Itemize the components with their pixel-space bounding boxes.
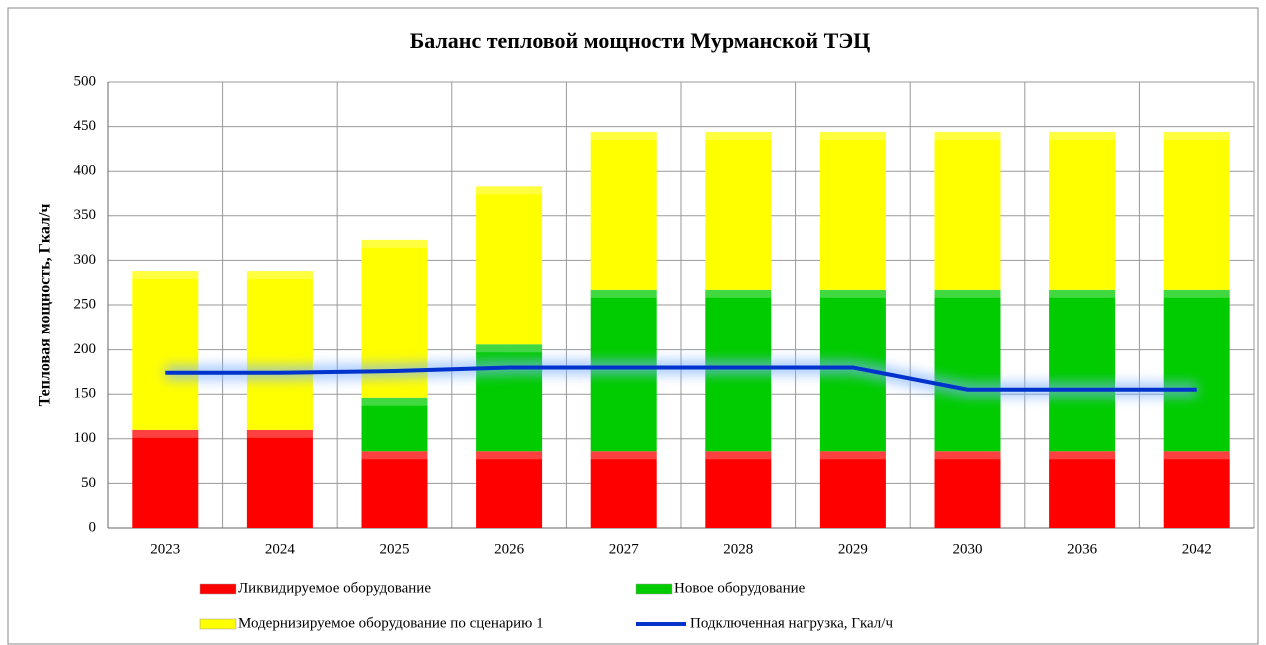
legend-swatch xyxy=(199,618,237,630)
bar-bevel xyxy=(705,451,772,460)
chart-title: Баланс тепловой мощности Мурманской ТЭЦ xyxy=(410,28,871,53)
bar xyxy=(361,451,428,528)
bar xyxy=(1049,451,1116,528)
bar-bevel xyxy=(361,397,428,406)
bar xyxy=(819,451,886,528)
x-tick-label: 2030 xyxy=(953,541,983,557)
y-tick-label: 50 xyxy=(81,475,96,491)
bar-bevel xyxy=(132,429,199,438)
bar-bevel xyxy=(476,451,543,460)
y-tick-label: 100 xyxy=(74,430,97,446)
bar xyxy=(246,271,313,430)
bar xyxy=(361,397,428,452)
bar xyxy=(590,451,657,528)
bar-bevel xyxy=(1163,131,1230,140)
bar xyxy=(934,451,1001,528)
bar-bevel xyxy=(1049,131,1116,140)
bar xyxy=(1163,131,1230,290)
bar-bevel xyxy=(705,289,772,298)
bar-bevel xyxy=(246,271,313,280)
legend-label: Новое оборудование xyxy=(674,580,806,596)
bar xyxy=(934,131,1001,290)
bar xyxy=(1049,289,1116,452)
bar-bevel xyxy=(705,131,772,140)
bar-bevel xyxy=(361,451,428,460)
legend-swatch xyxy=(199,583,237,595)
bar-bevel xyxy=(476,344,543,353)
x-tick-label: 2036 xyxy=(1067,541,1098,557)
y-tick-label: 400 xyxy=(74,163,97,179)
x-tick-label: 2028 xyxy=(723,541,753,557)
bar-bevel xyxy=(1163,289,1230,298)
x-tick-label: 2023 xyxy=(150,541,180,557)
bar-bevel xyxy=(1049,451,1116,460)
bar xyxy=(590,131,657,290)
bar-bevel xyxy=(1049,289,1116,298)
bar xyxy=(705,451,772,528)
bar xyxy=(246,429,313,528)
y-tick-label: 500 xyxy=(74,73,97,89)
bar-bevel xyxy=(819,451,886,460)
legend-swatch xyxy=(635,583,673,595)
bar-bevel xyxy=(590,451,657,460)
bar xyxy=(934,289,1001,452)
bar xyxy=(1163,451,1230,528)
bar xyxy=(476,344,543,452)
bar-bevel xyxy=(361,239,428,248)
bar-bevel xyxy=(1163,451,1230,460)
bar xyxy=(476,186,543,345)
bar-bevel xyxy=(246,429,313,438)
bar xyxy=(132,271,199,430)
legend-label: Подключенная нагрузка, Гкал/ч xyxy=(690,615,893,631)
bar-bevel xyxy=(132,271,199,280)
bar xyxy=(1049,131,1116,290)
y-tick-label: 250 xyxy=(74,296,97,312)
x-tick-label: 2024 xyxy=(265,541,296,557)
x-tick-label: 2025 xyxy=(380,541,410,557)
legend-label: Модернизируемое оборудование по сценарию… xyxy=(238,615,544,631)
bar-bevel xyxy=(590,131,657,140)
bar-bevel xyxy=(934,289,1001,298)
y-tick-label: 350 xyxy=(74,207,97,223)
x-tick-label: 2042 xyxy=(1182,541,1212,557)
y-tick-label: 200 xyxy=(74,341,97,357)
x-tick-label: 2027 xyxy=(609,541,640,557)
bar xyxy=(819,131,886,290)
bar-bevel xyxy=(934,131,1001,140)
y-tick-label: 300 xyxy=(74,252,97,268)
bar xyxy=(1163,289,1230,452)
bar-bevel xyxy=(819,289,886,298)
bar-bevel xyxy=(934,451,1001,460)
x-tick-label: 2029 xyxy=(838,541,868,557)
bar xyxy=(705,131,772,290)
bar xyxy=(476,451,543,528)
legend-label: Ликвидируемое оборудование xyxy=(238,580,431,596)
y-tick-label: 150 xyxy=(74,386,97,402)
bar-bevel xyxy=(819,131,886,140)
y-tick-label: 450 xyxy=(74,118,97,134)
x-tick-label: 2026 xyxy=(494,541,525,557)
bar-bevel xyxy=(476,186,543,195)
y-axis-label: Тепловая мощность, Гкал/ч xyxy=(37,204,54,407)
y-tick-label: 0 xyxy=(89,519,97,535)
bar xyxy=(132,429,199,528)
line xyxy=(165,365,1197,392)
bar-bevel xyxy=(590,289,657,298)
